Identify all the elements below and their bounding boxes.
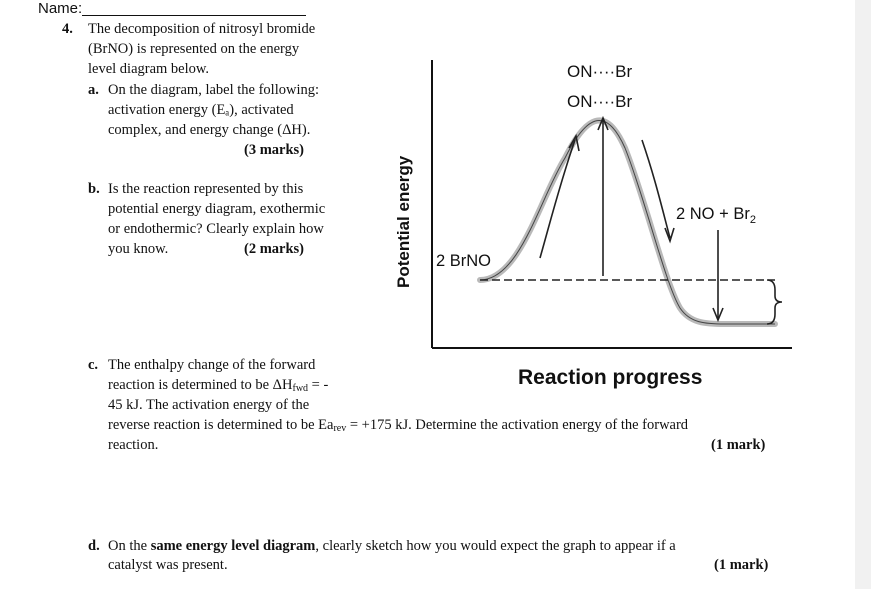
part-c-line-5: reaction. [108, 437, 159, 453]
part-c-line-4: reverse reaction is determined to be Ear… [108, 417, 689, 434]
part-d-letter: d. [88, 538, 100, 554]
part-b-line-2: potential energy diagram, exothermic [108, 201, 326, 217]
part-a-line-2: activation energy (Eₐ), activated [108, 102, 294, 118]
part-b-line-4: you know. [108, 241, 169, 257]
part-c-marks: (1 mark) [711, 437, 766, 453]
enthalpy-arrow-head [712, 307, 724, 323]
name-blank-line [82, 15, 306, 16]
intro-line-3: level diagram below. [88, 61, 210, 77]
part-c-line-3: 45 kJ. The activation energy of the [108, 397, 310, 413]
product-label: 2 NO + Br2 [676, 205, 756, 226]
enthalpy-brace [766, 279, 783, 325]
energy-level-diagram: Potential energy Reaction progress ON···… [394, 60, 792, 389]
activated-complex-label-1: ON····Br [567, 62, 632, 81]
left-slope-arrow [539, 139, 576, 259]
intro-line-1: The decomposition of nitrosyl bromide [88, 21, 316, 37]
part-c-line-2: reaction is determined to be ΔHfwd = - [108, 377, 329, 394]
part-a-line-3: complex, and energy change (ΔH). [108, 122, 311, 138]
question-number: 4. [62, 21, 73, 37]
part-b-letter: b. [88, 181, 100, 197]
part-d-line-2: catalyst was present. [108, 557, 228, 573]
activation-arrow-head [597, 115, 609, 131]
scrollbar[interactable] [855, 0, 871, 589]
energy-curve-edge [479, 120, 775, 325]
name-label: Name: [38, 0, 83, 17]
right-slope-arrow [641, 139, 671, 239]
part-b-line-1: Is the reaction represented by this [108, 181, 304, 197]
part-c-letter: c. [88, 357, 99, 373]
y-axis-label: Potential energy [394, 155, 413, 288]
part-b-marks: (2 marks) [244, 241, 305, 257]
part-b-line-3: or endothermic? Clearly explain how [108, 221, 324, 237]
part-c-line-1: The enthalpy change of the forward [108, 357, 316, 373]
x-axis-label: Reaction progress [518, 366, 702, 389]
part-a-letter: a. [88, 82, 99, 98]
intro-line-2: (BrNO) is represented on the energy [88, 41, 300, 57]
left-slope-arrow-head [568, 133, 580, 152]
right-slope-arrow-head [664, 227, 675, 244]
part-a-marks: (3 marks) [244, 142, 305, 158]
part-a-line-1: On the diagram, label the following: [108, 82, 320, 98]
part-d-marks: (1 mark) [714, 557, 769, 573]
activated-complex-label-2: ON····Br [567, 92, 632, 111]
reactant-label: 2 BrNO [436, 252, 491, 270]
part-d-line-1: On the same energy level diagram, clearl… [108, 538, 676, 554]
